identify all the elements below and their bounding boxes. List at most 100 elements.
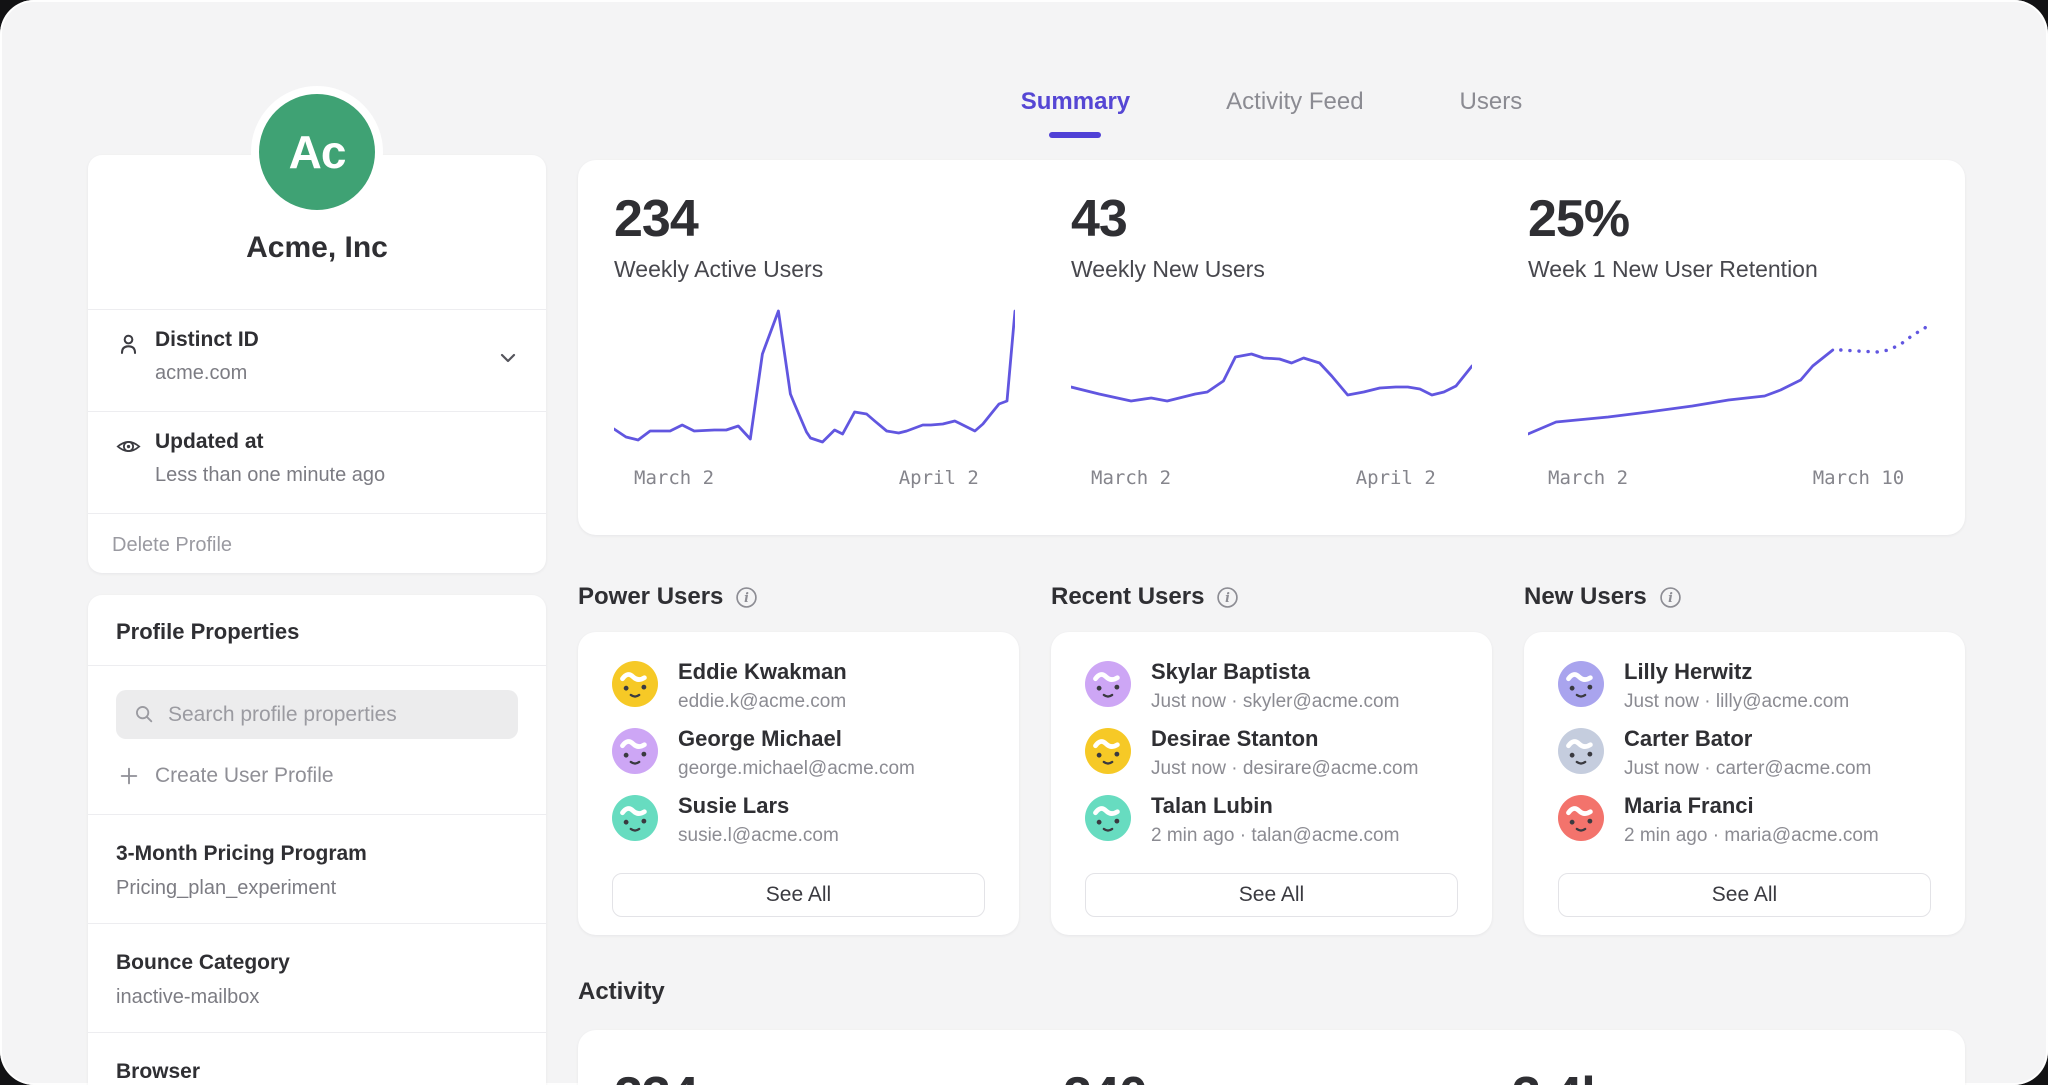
x-tick: March 10 (1812, 467, 1905, 489)
sparkline-chart (1071, 352, 1472, 403)
user-avatar (612, 795, 658, 841)
see-all-button[interactable]: See All (1085, 873, 1458, 917)
profile-card-header: Acme, Inc (88, 155, 546, 309)
active-tab-underline (1049, 132, 1102, 138)
create-user-profile-label: Create User Profile (155, 764, 334, 787)
stat-label: Weekly New Users (1071, 256, 1265, 282)
info-icon[interactable]: i (1216, 586, 1239, 609)
svg-text:i: i (745, 590, 750, 605)
user-name: Eddie Kwakman (678, 659, 847, 684)
user-row[interactable]: Talan Lubin 2 min ago · talan@acme.com (1085, 793, 1458, 860)
activity-stat-value: 234 (614, 1066, 1031, 1085)
activity-stats-card: 234 240 3.4k (578, 1030, 1965, 1085)
property-value: Pricing_plan_experiment (116, 877, 337, 899)
activity-stat-value: 240 (1063, 1066, 1480, 1085)
sparkline-chart (614, 309, 1015, 444)
activity-stat-value: 3.4k (1512, 1066, 1929, 1085)
x-tick: March 2 (1548, 467, 1629, 489)
x-tick: April 2 (1355, 467, 1436, 489)
search-icon (133, 703, 155, 725)
user-detail: 2 min ago · maria@acme.com (1624, 825, 1879, 846)
user-name: Lilly Herwitz (1624, 659, 1753, 684)
power-users-card: Eddie Kwakman eddie.k@acme.com George Mic… (578, 632, 1019, 935)
field-label: Distinct ID (155, 328, 259, 351)
overview-stats-card: 234 Weekly Active Users March 2 April 2 … (578, 160, 1965, 535)
user-detail: susie.l@acme.com (678, 825, 839, 846)
user-avatar (1558, 795, 1604, 841)
user-detail: george.michael@acme.com (678, 758, 915, 779)
user-avatar (1558, 728, 1604, 774)
user-avatar (612, 728, 658, 774)
see-all-button[interactable]: See All (1558, 873, 1931, 917)
user-avatar (612, 661, 658, 707)
section-title-recent-users: Recent Users i (1051, 583, 1492, 611)
user-row[interactable]: Lilly Herwitz Just now · lilly@acme.com (1558, 659, 1931, 726)
user-avatar (1085, 728, 1131, 774)
company-profile-card: Acme, Inc Distinct ID acme.com (88, 155, 546, 573)
user-name: Carter Bator (1624, 726, 1753, 751)
delete-profile-button[interactable]: Delete Profile (88, 513, 546, 573)
user-name: Desirae Stanton (1151, 726, 1319, 751)
user-row[interactable]: Desirae Stanton Just now · desirare@acme.… (1085, 726, 1458, 793)
eye-icon (115, 433, 142, 460)
new-users-card: Lilly Herwitz Just now · lilly@acme.com C… (1524, 632, 1965, 935)
section-title-power-users: Power Users i (578, 583, 1019, 611)
property-row[interactable]: Browser Chrome (88, 1032, 546, 1085)
user-row[interactable]: Skylar Baptista Just now · skyler@acme.co… (1085, 659, 1458, 726)
svg-text:i: i (1226, 590, 1231, 605)
stat-label: Week 1 New User Retention (1528, 256, 1818, 282)
x-axis-ticks: March 2 April 2 (1071, 467, 1472, 493)
user-avatar (1085, 795, 1131, 841)
property-row[interactable]: Bounce Category inactive-mailbox (88, 923, 546, 1032)
user-sections-headers: Power Users i Recent Users i (578, 583, 1965, 611)
field-value: Less than one minute ago (155, 464, 386, 486)
x-axis-ticks: March 2 April 2 (614, 467, 1015, 493)
property-name: 3-Month Pricing Program (116, 842, 367, 865)
user-row[interactable]: Maria Franci 2 min ago · maria@acme.com (1558, 793, 1931, 860)
user-row[interactable]: Eddie Kwakman eddie.k@acme.com (612, 659, 985, 726)
create-user-profile-button[interactable]: Create User Profile (118, 764, 518, 788)
user-row[interactable]: George Michael george.michael@acme.com (612, 726, 985, 793)
tab-bar: Summary Activity Feed Users (578, 88, 1965, 138)
user-detail: Just now · desirare@acme.com (1151, 758, 1419, 779)
profile-properties-header: Profile Properties (88, 595, 546, 666)
stat-weekly-active-users: 234 Weekly Active Users March 2 April 2 (614, 190, 1015, 535)
stat-label: Weekly Active Users (614, 256, 824, 282)
user-row[interactable]: Susie Lars susie.l@acme.com (612, 793, 985, 860)
property-name: Browser (116, 1060, 201, 1083)
user-detail: eddie.k@acme.com (678, 691, 847, 712)
profile-properties-search (116, 690, 518, 739)
field-row-distinct-id: Distinct ID acme.com (88, 309, 546, 411)
user-detail: Just now · carter@acme.com (1624, 758, 1872, 779)
property-row[interactable]: 3-Month Pricing Program Pricing_plan_exp… (88, 814, 546, 923)
user-name: George Michael (678, 726, 842, 751)
user-name: Skylar Baptista (1151, 659, 1310, 684)
stat-value: 43 (1071, 190, 1128, 248)
tab-summary[interactable]: Summary (1021, 88, 1130, 138)
info-icon[interactable]: i (1659, 586, 1682, 609)
company-avatar: Ac (251, 86, 383, 218)
stat-weekly-new-users: 43 Weekly New Users March 2 April 2 (1071, 190, 1472, 535)
stat-week1-retention: 25% Week 1 New User Retention March 2 Ma… (1528, 190, 1929, 535)
x-tick: March 2 (1091, 467, 1172, 489)
field-label: Updated at (155, 430, 264, 453)
tab-activity-feed[interactable]: Activity Feed (1226, 88, 1364, 115)
recent-users-card: Skylar Baptista Just now · skyler@acme.co… (1051, 632, 1492, 935)
see-all-button[interactable]: See All (612, 873, 985, 917)
property-value: inactive-mailbox (116, 986, 260, 1008)
profile-properties-card: Profile Properties Create User Pro (88, 595, 546, 1085)
user-name: Maria Franci (1624, 793, 1754, 818)
company-name: Acme, Inc (246, 231, 388, 264)
info-icon[interactable]: i (735, 586, 758, 609)
search-input[interactable] (116, 690, 518, 739)
activity-section-title: Activity (578, 978, 665, 1005)
sparkline-chart (1528, 319, 1929, 436)
tab-users[interactable]: Users (1459, 88, 1523, 115)
chevron-down-icon[interactable] (496, 346, 520, 370)
x-axis-ticks: March 2 March 10 (1528, 467, 1929, 493)
user-detail: Just now · skyler@acme.com (1151, 691, 1400, 712)
user-row[interactable]: Carter Bator Just now · carter@acme.com (1558, 726, 1931, 793)
company-avatar-initials: Ac (288, 126, 347, 178)
plus-icon (118, 765, 140, 787)
